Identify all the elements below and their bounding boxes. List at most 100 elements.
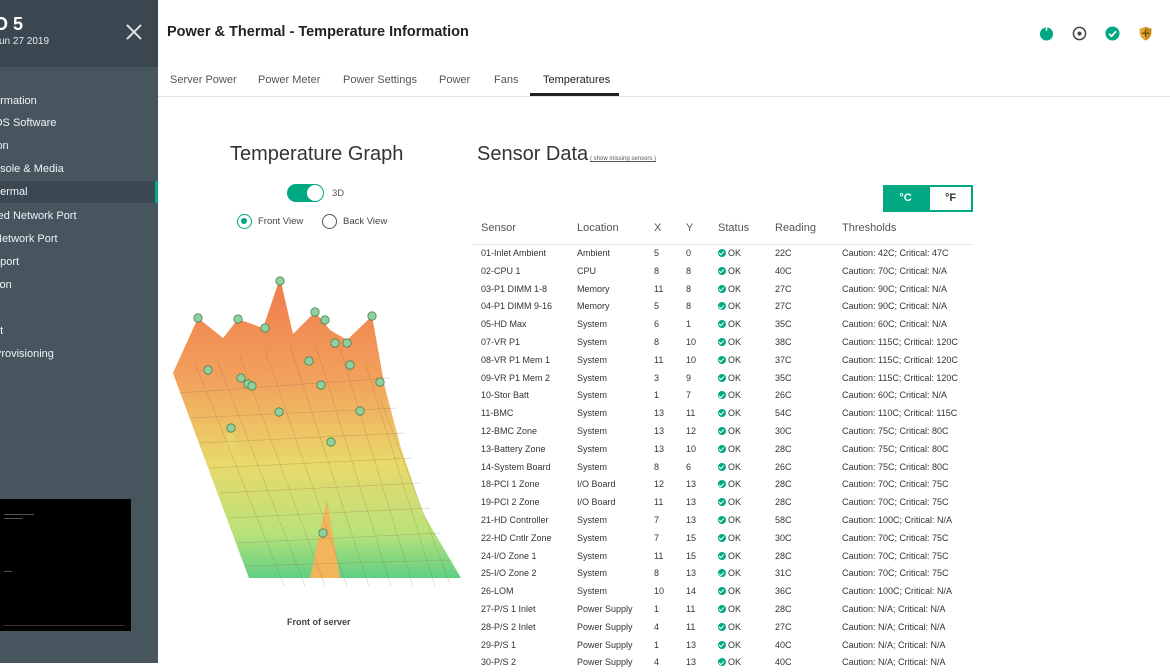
sensor-reading: 40C (775, 639, 792, 650)
header-divider (473, 244, 973, 245)
table-row[interactable]: 09-VR P1 Mem 2 System 3 9 OK 35C Caution: 115C… (473, 370, 973, 388)
remote-console-thumbnail[interactable] (0, 499, 131, 631)
sensor-thresholds: Caution: 60C; Critical: N/A (842, 390, 948, 401)
sidebar-item-provisioning[interactable]: Provisioning (0, 343, 158, 365)
table-row[interactable]: 12-BMC Zone System 13 12 OK 30C Caution: 75C; … (473, 423, 973, 441)
back-view-radio[interactable] (322, 214, 337, 229)
sidebar-item-information[interactable]: ormation (0, 90, 158, 112)
sensor-y: 15 (686, 550, 697, 561)
sensor-status: OK (718, 601, 741, 619)
sensor-location: System (577, 426, 608, 436)
table-row[interactable]: 30-P/S 2 Power Supply 4 13 OK 40C Caution: N/A… (473, 654, 973, 672)
sensor-thresholds: Caution: 75C; Critical: 80C (842, 443, 949, 454)
column-header-reading[interactable]: Reading (775, 222, 816, 234)
fahrenheit-button[interactable]: °F (928, 185, 973, 212)
table-row[interactable]: 02-CPU 1 CPU 8 8 OK 40C Caution: 70C; Critical… (473, 263, 973, 281)
sidebar-item-os-software[interactable]: OS Software (0, 112, 158, 134)
column-header-x[interactable]: X (654, 222, 662, 234)
sensor-reading: 22C (775, 248, 792, 258)
sidebar-item-label: OS Software (0, 117, 57, 129)
sidebar-item-nt[interactable]: nt (0, 320, 158, 342)
tab-power-settings[interactable]: Power Settings (343, 74, 417, 86)
column-header-status[interactable]: Status (718, 222, 750, 234)
sidebar-item-support[interactable]: pport (0, 251, 158, 273)
status-text: OK (728, 354, 742, 365)
status-ok-icon (718, 569, 726, 578)
sidebar-item-network-port[interactable]: Network Port (0, 228, 158, 250)
sensor-x: 11 (654, 283, 664, 294)
sensor-status: OK (718, 548, 741, 566)
sidebar-item-shared-network-port[interactable]: red Network Port (0, 205, 158, 227)
sidebar-item-label: hermal (0, 186, 28, 198)
sidebar-item-console-media[interactable]: nsole & Media (0, 158, 158, 180)
table-row[interactable]: 26-LOM System 10 14 OK 36C Caution: 100C; Crit… (473, 583, 973, 601)
sensor-location: Memory (577, 283, 610, 294)
column-header-location[interactable]: Location (577, 222, 619, 234)
table-row[interactable]: 03-P1 DIMM 1-8 Memory 11 8 OK 27C Caution: 90C… (473, 281, 973, 299)
show-missing-sensors-link[interactable]: ( show missing sensors ) (590, 156, 657, 162)
sensor-location: System (577, 532, 608, 543)
table-row[interactable]: 22-HD Cntlr Zone System 7 15 OK 30C Caution: 7… (473, 530, 973, 548)
table-row[interactable]: 14-System Board System 8 6 OK 26C Caution: 75C… (473, 459, 973, 477)
table-row[interactable]: 07-VR P1 System 8 10 OK 38C Caution: 115C; Cri… (473, 334, 973, 352)
sidebar-item-blank[interactable] (0, 297, 158, 319)
security-shield-icon[interactable] (1138, 26, 1153, 41)
sidebar-item-ion[interactable]: ion (0, 135, 158, 157)
sensor-reading: 40C (775, 265, 792, 276)
sensor-y: 0 (686, 248, 692, 258)
location-icon[interactable] (1072, 26, 1087, 41)
sensor-name: 29-P/S 1 (481, 639, 517, 650)
tab-fans[interactable]: Fans (494, 74, 519, 86)
status-ok-icon (718, 355, 726, 364)
server-name: O 5 (0, 14, 24, 34)
front-view-radio[interactable] (237, 214, 252, 229)
column-header-thresholds[interactable]: Thresholds (842, 222, 897, 234)
column-header-sensor[interactable]: Sensor (481, 222, 516, 234)
sensor-name: 09-VR P1 Mem 2 (481, 372, 551, 383)
sensor-status: OK (718, 316, 741, 334)
table-row[interactable]: 27-P/S 1 Inlet Power Supply 1 11 OK 28C Cautio… (473, 601, 973, 619)
table-row[interactable]: 21-HD Controller System 7 13 OK 58C Caution: 1… (473, 512, 973, 530)
3d-toggle[interactable] (287, 184, 324, 202)
table-row[interactable]: 08-VR P1 Mem 1 System 11 10 OK 37C Caution: 11… (473, 352, 973, 370)
table-row[interactable]: 11-BMC System 13 11 OK 54C Caution: 110C; Crit… (473, 405, 973, 423)
tab-temperatures[interactable]: Temperatures (543, 74, 611, 86)
table-row[interactable]: 19-PCI 2 Zone I/O Board 11 13 OK 28C Caution: … (473, 494, 973, 512)
table-row[interactable]: 28-P/S 2 Inlet Power Supply 4 11 OK 27C Cautio… (473, 619, 973, 637)
tab-power[interactable]: Power (439, 74, 471, 86)
sensor-y: 13 (686, 657, 697, 668)
sidebar-item-label: pport (0, 256, 20, 268)
sensor-x: 3 (654, 372, 660, 383)
server-date: Jun 27 2019 (0, 36, 50, 47)
health-check-icon[interactable] (1105, 26, 1120, 41)
sensor-reading: 28C (775, 497, 792, 508)
table-row[interactable]: 18-PCI 1 Zone I/O Board 12 13 OK 28C Caution: … (473, 476, 973, 494)
sidebar-header: O 5 Jun 27 2019 (0, 0, 158, 67)
sensor-reading: 28C (775, 604, 792, 614)
table-row[interactable]: 10-Stor Batt System 1 7 OK 26C Caution: 60C; C… (473, 387, 973, 405)
power-icon[interactable] (1039, 26, 1054, 41)
column-header-y[interactable]: Y (686, 222, 694, 234)
table-row[interactable]: 01-Inlet Ambient Ambient 5 0 OK 22C Caution: 4… (473, 245, 973, 263)
sidebar-item[interactable] (0, 67, 158, 89)
sensor-thresholds: Caution: 90C; Critical: N/A (842, 301, 948, 312)
tab-server-power[interactable]: Server Power (170, 74, 237, 86)
table-row[interactable]: 25-I/O Zone 2 System 8 13 OK 31C Caution: 70C;… (473, 565, 973, 583)
close-icon[interactable] (124, 22, 144, 42)
celsius-button[interactable]: °C (883, 185, 928, 212)
sensor-reading: 28C (775, 550, 792, 561)
sensor-location: Ambient (577, 248, 611, 258)
table-row[interactable]: 24-I/O Zone 1 System 11 15 OK 28C Caution: 70C… (473, 548, 973, 566)
table-row[interactable]: 13-Battery Zone System 13 10 OK 28C Caution: 7… (473, 441, 973, 459)
sidebar-item-tion[interactable]: tion (0, 274, 158, 296)
sidebar-item-power-thermal[interactable]: hermal (0, 181, 158, 203)
sensor-status: OK (718, 441, 741, 459)
table-row[interactable]: 29-P/S 1 Power Supply 1 13 OK 40C Caution: N/A… (473, 637, 973, 655)
sensor-thresholds: Caution: N/A; Critical: N/A (842, 621, 946, 632)
temperature-3d-surface[interactable] (165, 268, 465, 586)
table-row[interactable]: 04-P1 DIMM 9-16 Memory 5 8 OK 27C Caution: 90C… (473, 298, 973, 316)
sensor-y: 13 (686, 479, 697, 490)
table-row[interactable]: 05-HD Max System 6 1 OK 35C Caution: 60C; Crit… (473, 316, 973, 334)
sensor-location: Power Supply (577, 657, 633, 668)
tab-power-meter[interactable]: Power Meter (258, 74, 321, 86)
